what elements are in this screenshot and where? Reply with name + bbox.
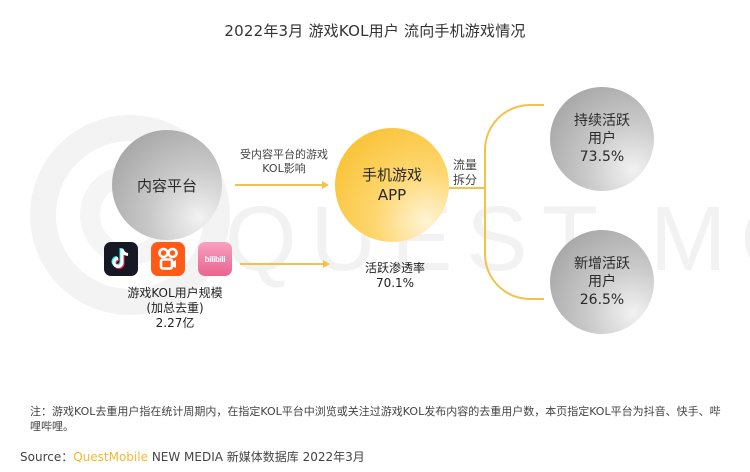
penetration-label: 活跃渗透率 70.1% <box>345 261 445 291</box>
kol-scale-label: 游戏KOL用户规模 (加总去重) 2.27亿 <box>90 286 260 331</box>
chart-title: 2022年3月 游戏KOL用户 流向手机游戏情况 <box>224 22 526 40</box>
influence-label-line2: KOL影响 <box>262 162 306 175</box>
source-brand: QuestMobile <box>73 450 148 464</box>
app-node-line2: APP <box>377 186 407 204</box>
bilibili-icon: bilibili <box>198 242 232 276</box>
split-label-line1: 流量 <box>452 158 477 172</box>
footnote: 注：游戏KOL去重用户指在统计周期内，在指定KOL平台中浏览或关注过游戏KOL发… <box>30 405 721 433</box>
influence-label-line1: 受内容平台的游戏 <box>240 148 328 161</box>
new-active-line1: 新增活跃 <box>574 256 630 272</box>
source-prefix: Source： <box>20 450 74 464</box>
penetration-value: 70.1% <box>375 276 415 290</box>
content-platform-label: 内容平台 <box>136 176 197 195</box>
influence-label: 受内容平台的游戏 KOL影响 <box>228 148 340 176</box>
influence-arrow <box>235 181 329 189</box>
platform-icons: bilibili <box>104 242 232 276</box>
new-active-line2: 用户 <box>588 274 616 290</box>
douyin-icon <box>104 242 138 276</box>
source-rest: NEW MEDIA 新媒体数据库 2022年3月 <box>151 450 365 464</box>
continuing-active-line1: 持续活跃 <box>574 113 630 129</box>
source-line: Source：QuestMobile NEW MEDIA 新媒体数据库 2022… <box>20 448 365 465</box>
split-bracket <box>484 104 544 300</box>
continuing-active-value: 73.5% <box>579 149 625 165</box>
kol-scale-sub: (加总去重) <box>146 301 204 315</box>
new-active-node: 新增活跃 用户 26.5% <box>550 230 654 334</box>
split-connector <box>449 187 485 189</box>
mobile-game-app-node: 手机游戏 APP <box>335 128 449 242</box>
new-active-value: 26.5% <box>579 292 625 308</box>
split-label-line2: 拆分 <box>452 173 477 187</box>
kol-scale-title: 游戏KOL用户规模 <box>127 286 223 300</box>
bilibili-icon-text: bilibili <box>204 254 226 264</box>
split-label: 流量 拆分 <box>448 158 482 188</box>
penetration-arrow <box>240 260 330 268</box>
continuing-active-node: 持续活跃 用户 73.5% <box>550 87 654 191</box>
kuaishou-icon <box>151 242 185 276</box>
content-platform-node: 内容平台 <box>112 130 222 240</box>
penetration-label-text: 活跃渗透率 <box>364 261 425 275</box>
continuing-active-line2: 用户 <box>588 131 616 147</box>
kol-scale-value: 2.27亿 <box>155 316 195 330</box>
app-node-line1: 手机游戏 <box>361 166 422 184</box>
